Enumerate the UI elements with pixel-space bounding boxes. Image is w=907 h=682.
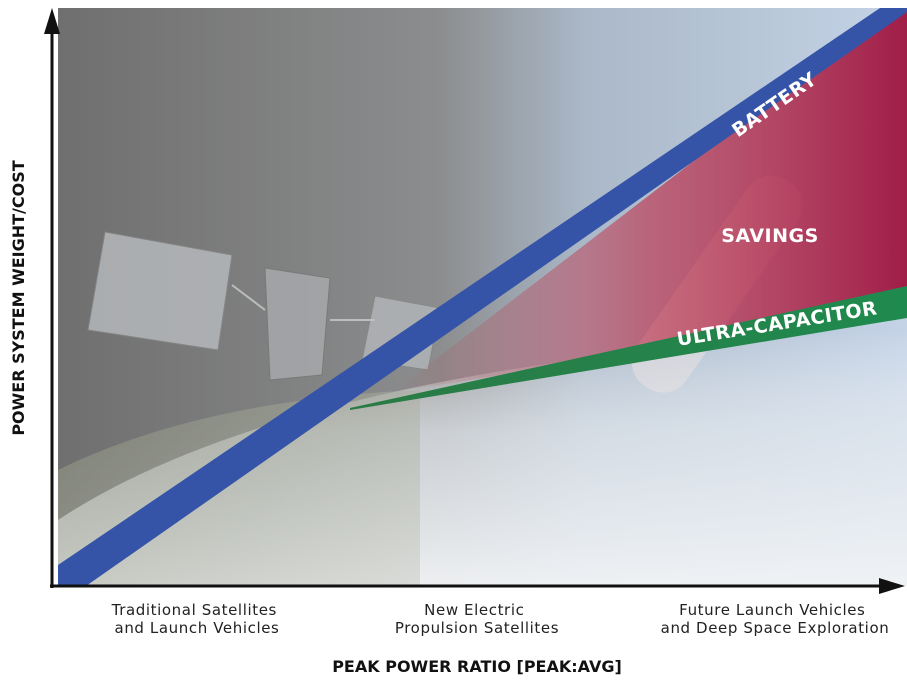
y-axis-title: POWER SYSTEM WEIGHT/COST: [9, 160, 28, 435]
x-axis-title: PEAK POWER RATIO [PEAK:AVG]: [332, 657, 622, 676]
x-category: New Electric Propulsion Satellites: [395, 601, 559, 637]
x-category: Traditional Satellites and Launch Vehicl…: [111, 601, 283, 637]
diagram: BATTERY SAVINGS ULTRA-CAPACITOR Traditio…: [0, 0, 907, 682]
y-axis-arrow: [44, 8, 60, 34]
savings-label: SAVINGS: [721, 225, 819, 247]
x-category: Future Launch Vehicles and Deep Space Ex…: [661, 601, 890, 637]
